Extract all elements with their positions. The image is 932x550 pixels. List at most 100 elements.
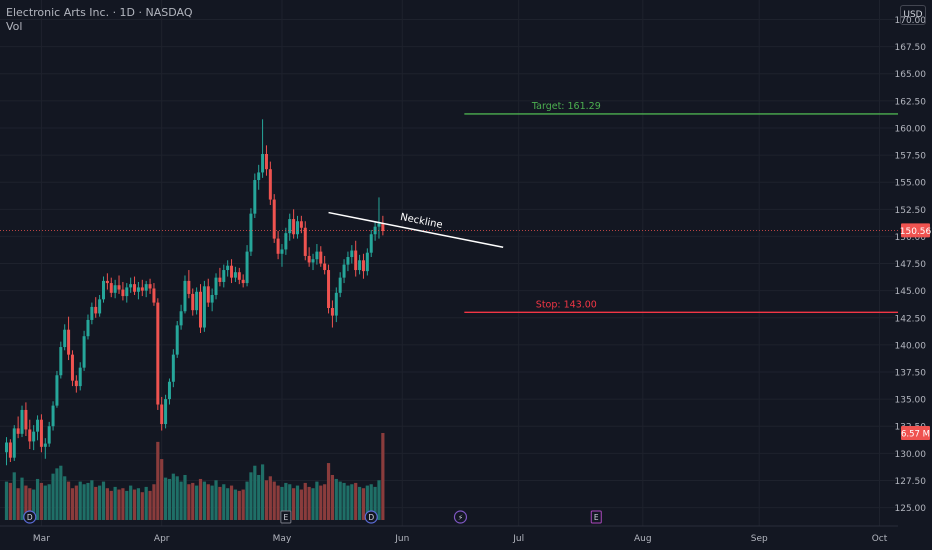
candle-body[interactable] [160, 404, 164, 425]
candle-body[interactable] [164, 399, 168, 425]
candle-body[interactable] [268, 169, 272, 200]
candle-body[interactable] [51, 405, 55, 427]
candle-body[interactable] [140, 287, 144, 291]
time-axis[interactable]: Mar Apr May Jun Jul Aug Sep Oct [0, 525, 932, 550]
candle-body[interactable] [253, 180, 257, 214]
candle-body[interactable] [319, 251, 323, 264]
candle-body[interactable] [102, 280, 105, 300]
candle-body[interactable] [206, 286, 210, 303]
candle-body[interactable] [276, 238, 280, 254]
candle-body[interactable] [39, 419, 43, 447]
candle-body[interactable] [264, 154, 268, 170]
candle-body[interactable] [222, 270, 226, 282]
candle-body[interactable] [47, 426, 51, 444]
candle-body[interactable] [327, 270, 331, 309]
candle-body[interactable] [307, 255, 311, 263]
candle-body[interactable] [36, 419, 40, 432]
currency-button[interactable]: USD [900, 5, 926, 25]
candle-body[interactable] [261, 154, 265, 173]
candle-body[interactable] [342, 264, 346, 278]
candle-body[interactable] [136, 287, 140, 292]
candle-body[interactable] [365, 252, 369, 272]
candle-body[interactable] [292, 219, 296, 235]
candle-body[interactable] [315, 251, 319, 260]
candle-body[interactable] [133, 284, 137, 292]
earnings-marker[interactable] [590, 510, 602, 524]
candle-body[interactable] [210, 294, 214, 303]
candle-body[interactable] [187, 280, 191, 294]
candle-body[interactable] [129, 284, 133, 288]
candle-body[interactable] [350, 250, 354, 258]
candle-body[interactable] [369, 234, 373, 253]
price-axis[interactable]: 125.00127.50130.00132.50135.00137.50140.… [895, 0, 932, 550]
neckline-line[interactable] [328, 211, 504, 249]
candle-body[interactable] [358, 260, 362, 271]
candle-body[interactable] [323, 263, 327, 271]
candle-body[interactable] [105, 280, 109, 284]
candle-body[interactable] [361, 260, 365, 272]
candle-body[interactable] [144, 284, 148, 291]
candle-body[interactable] [330, 308, 334, 316]
candle-body[interactable] [109, 283, 113, 293]
candle-body[interactable] [94, 306, 98, 314]
candle-body[interactable] [296, 221, 299, 235]
candle-body[interactable] [183, 280, 187, 312]
candle-body[interactable] [16, 428, 20, 434]
candle-body[interactable] [191, 293, 195, 311]
candle-body[interactable] [43, 443, 47, 447]
candle-body[interactable] [171, 354, 175, 382]
candle-body[interactable] [338, 277, 342, 293]
candle-body[interactable] [257, 172, 261, 181]
dividend-marker[interactable] [364, 510, 378, 524]
candle-body[interactable] [152, 288, 156, 303]
candle-body[interactable] [74, 380, 78, 387]
candle-body[interactable] [233, 272, 237, 278]
candle-body[interactable] [202, 286, 206, 328]
candle-body[interactable] [98, 299, 102, 314]
candle-body[interactable] [24, 409, 28, 430]
candle-body[interactable] [86, 319, 90, 337]
candle-body[interactable] [175, 325, 179, 355]
candle-body[interactable] [121, 289, 125, 297]
candle-body[interactable] [12, 428, 16, 458]
candle-body[interactable] [280, 249, 284, 254]
candle-body[interactable] [63, 329, 67, 348]
candlesticks[interactable] [5, 119, 385, 466]
candle-body[interactable] [245, 251, 249, 284]
candle-body[interactable] [82, 336, 86, 368]
candle-body[interactable] [199, 291, 202, 328]
candle-body[interactable] [179, 311, 183, 326]
candle-body[interactable] [5, 442, 8, 453]
candle-body[interactable] [78, 367, 82, 387]
candle-body[interactable] [303, 227, 307, 256]
split-marker[interactable] [453, 510, 468, 524]
earnings-marker[interactable] [280, 510, 292, 524]
candle-body[interactable] [55, 375, 59, 406]
candle-body[interactable] [8, 442, 12, 458]
candle-body[interactable] [237, 272, 241, 280]
candle-body[interactable] [32, 431, 36, 442]
candle-body[interactable] [377, 223, 381, 227]
dividend-marker[interactable] [23, 510, 37, 524]
symbol-title[interactable]: Electronic Arts Inc. · 1D · NASDAQ [6, 6, 193, 19]
candle-body[interactable] [90, 306, 94, 320]
candle-body[interactable] [167, 381, 171, 400]
candle-body[interactable] [272, 199, 276, 239]
candle-body[interactable] [156, 302, 160, 405]
candle-body[interactable] [354, 250, 358, 271]
candle-body[interactable] [113, 285, 117, 293]
candle-body[interactable] [311, 259, 315, 263]
candle-body[interactable] [195, 291, 199, 311]
candle-body[interactable] [218, 277, 222, 282]
candle-body[interactable] [125, 287, 129, 297]
candle-body[interactable] [346, 257, 350, 265]
event-markers[interactable]: D E D ⚡ E [23, 510, 602, 524]
candle-body[interactable] [299, 221, 303, 228]
candle-body[interactable] [249, 213, 253, 252]
candle-body[interactable] [148, 284, 152, 289]
candle-body[interactable] [28, 429, 32, 442]
candle-body[interactable] [117, 285, 121, 290]
candle-body[interactable] [20, 409, 24, 434]
candle-body[interactable] [59, 347, 63, 376]
